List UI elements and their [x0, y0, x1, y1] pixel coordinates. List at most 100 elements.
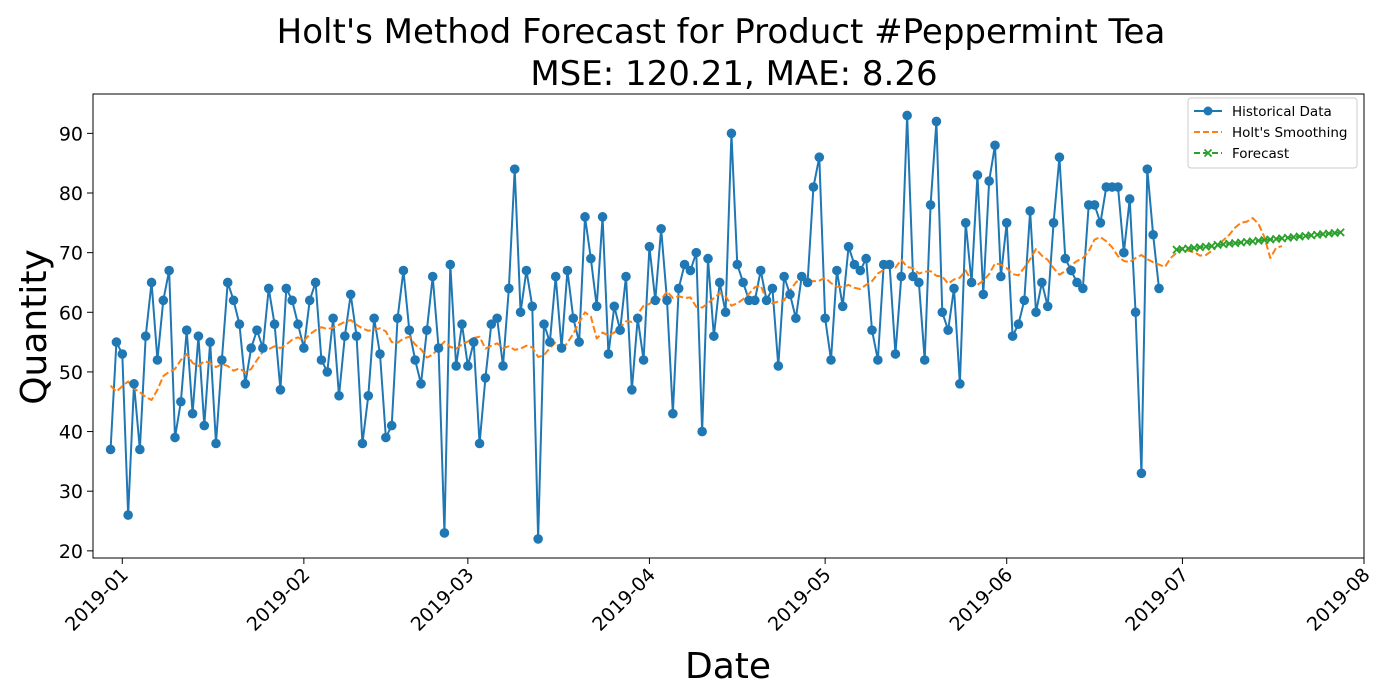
historical-point [545, 337, 555, 347]
historical-point [199, 420, 210, 431]
historical-point [650, 295, 661, 306]
historical-point [720, 307, 731, 318]
historical-point [1037, 277, 1047, 288]
historical-point [504, 283, 514, 294]
historical-point [433, 343, 444, 353]
historical-point [615, 325, 625, 335]
historical-point [445, 259, 456, 270]
legend-entry: Holt's Smoothing [1194, 125, 1347, 141]
historical-point [217, 355, 227, 365]
historical-point [509, 164, 520, 174]
legend-label: Forecast [1232, 146, 1289, 162]
historical-point [750, 295, 760, 306]
historical-point [375, 349, 385, 359]
historical-point [1060, 253, 1071, 264]
historical-point [234, 319, 245, 330]
historical-point [808, 182, 819, 192]
historical-point [1019, 295, 1030, 306]
x-tick-label: 2019-07 [1121, 564, 1193, 636]
historical-point [603, 349, 614, 359]
historical-point [463, 361, 473, 371]
historical-point [1148, 229, 1158, 240]
historical-point [386, 420, 397, 431]
y-tick-label: 80 [59, 183, 83, 205]
historical-point [181, 325, 192, 335]
historical-point [1031, 307, 1041, 318]
legend-label: Holt's Smoothing [1232, 125, 1347, 141]
historical-point [263, 283, 274, 294]
historical-point [533, 534, 543, 544]
historical-point [193, 331, 204, 341]
historical-point [914, 277, 924, 288]
historical-point [960, 218, 971, 228]
historical-point [521, 265, 532, 276]
historical-point [697, 426, 707, 437]
historical-point [345, 289, 356, 300]
historical-point [105, 444, 116, 455]
historical-point [814, 152, 825, 163]
historical-point [427, 271, 438, 282]
historical-point [996, 271, 1006, 282]
historical-point [925, 200, 936, 210]
historical-point [246, 343, 256, 353]
historical-point [668, 408, 678, 419]
historical-point [779, 271, 789, 282]
historical-point [410, 355, 420, 365]
historical-point [135, 444, 145, 455]
historical-point [275, 385, 286, 395]
historical-point [287, 295, 297, 306]
historical-point [673, 283, 684, 294]
historical-point [1089, 200, 1100, 210]
historical-point [843, 241, 854, 252]
historical-point [591, 301, 602, 312]
historical-point [363, 390, 374, 401]
historical-point [638, 355, 649, 365]
historical-point [568, 313, 579, 324]
historical-point [1054, 152, 1065, 163]
historical-point [832, 265, 842, 276]
y-tick-label: 70 [59, 243, 83, 265]
legend-entry: Historical Data [1194, 104, 1332, 120]
x-axis-label: Date [685, 646, 771, 687]
historical-point [281, 283, 292, 294]
historical-point [785, 289, 795, 300]
historical-point [884, 259, 895, 270]
historical-point [398, 265, 409, 276]
historical-point [539, 319, 549, 330]
y-tick-label: 60 [59, 302, 83, 324]
historical-point [691, 247, 702, 258]
axes: 20 30 40 50 60 70 80 90 2019-01 2019-02 2019-03 201… [59, 93, 1375, 636]
plot-area [105, 110, 1345, 544]
forecast-point [1336, 228, 1345, 237]
historical-point [1130, 307, 1141, 318]
historical-point [381, 432, 391, 443]
historical-point [761, 295, 772, 306]
historical-point [146, 277, 157, 288]
historical-point [258, 343, 268, 353]
historical-point [550, 271, 561, 282]
historical-point [451, 361, 461, 371]
historical-point [351, 331, 362, 341]
historical-point [357, 438, 368, 449]
historical-point [943, 325, 953, 335]
historical-point [580, 212, 590, 222]
historical-point [738, 277, 748, 288]
x-tick-label: 2019-03 [407, 564, 479, 636]
historical-point [222, 277, 233, 288]
historical-point [252, 325, 262, 335]
historical-point [140, 331, 151, 341]
historical-point [632, 313, 643, 324]
legend: Historical Data Holt's Smoothing Forecast [1187, 97, 1358, 169]
historical-point [334, 390, 344, 401]
historical-point [714, 277, 725, 288]
historical-point [755, 265, 766, 276]
historical-point [726, 128, 737, 139]
historical-point [773, 361, 784, 371]
x-tick-label: 2019-05 [764, 564, 836, 636]
historical-point [972, 170, 983, 180]
historical-point [164, 265, 174, 276]
legend-marker [1203, 148, 1213, 158]
historical-point [1001, 218, 1012, 228]
historical-point [984, 176, 994, 186]
historical-point [498, 361, 508, 371]
